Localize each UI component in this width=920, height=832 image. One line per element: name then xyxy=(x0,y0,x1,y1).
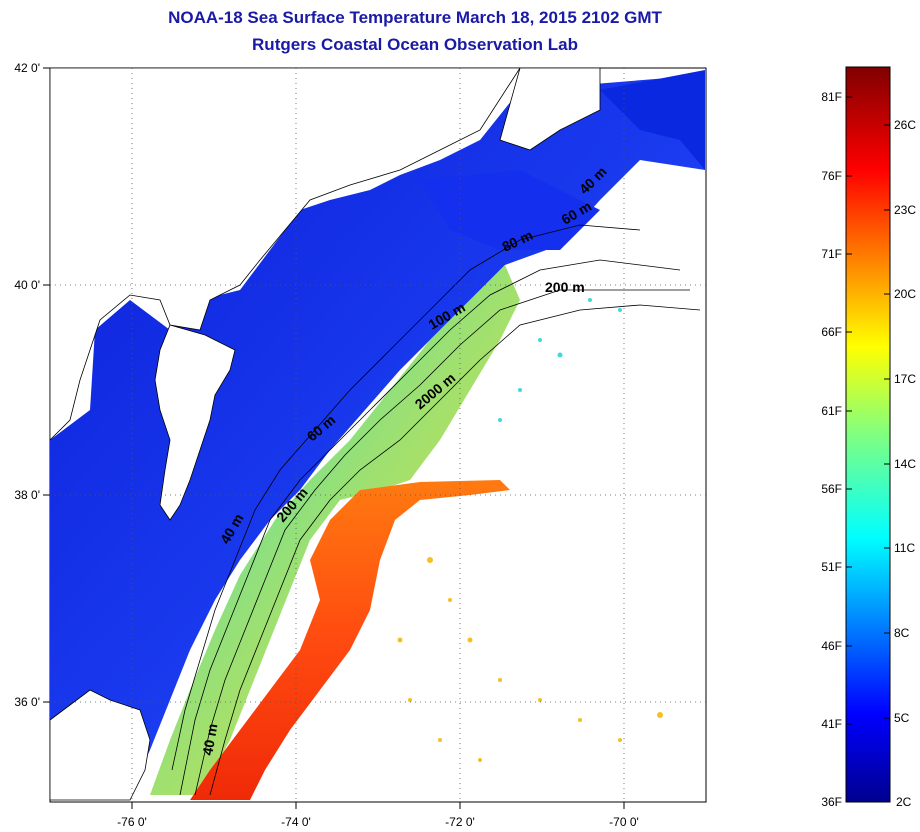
colorbar-c-label: 26C xyxy=(894,118,916,132)
lon-tick-label: -74 0' xyxy=(281,815,311,829)
colorbar-f-label: 46F xyxy=(821,639,842,653)
shelf-break-water xyxy=(150,265,520,795)
colorbar-f-label: 81F xyxy=(821,90,842,104)
contour-label: 40 m xyxy=(199,722,220,756)
land-south xyxy=(49,689,151,801)
colorbar-f-label: 66F xyxy=(821,325,842,339)
bathymetry-contours xyxy=(171,224,701,796)
colorbar-fahrenheit-labels: 81F 76F 71F 66F 61F 56F 51F 46F 41F 36F xyxy=(821,90,842,809)
lat-tick-label: 38 0' xyxy=(14,488,40,502)
colorbar xyxy=(845,66,891,803)
colorbar-c-label: 20C xyxy=(894,287,916,301)
colorbar-f-label: 41F xyxy=(821,717,842,731)
colorbar-c-label: 2C xyxy=(896,795,912,809)
lat-tick-labels: 42 0' 40 0' 38 0' 36 0' xyxy=(14,61,40,709)
colorbar-c-label: 5C xyxy=(894,711,910,725)
colorbar-c-label: 11C xyxy=(894,541,915,555)
north-shelf-patch xyxy=(420,170,600,250)
colorbar-c-label: 23C xyxy=(894,203,916,217)
land-mainland xyxy=(49,67,521,441)
contour-label: 200 m xyxy=(545,279,585,295)
colorbar-f-label: 76F xyxy=(821,169,842,183)
axis-ticks xyxy=(43,67,625,809)
lon-tick-label: -76 0' xyxy=(117,815,147,829)
lon-tick-label: -72 0' xyxy=(445,815,475,829)
gulf-stream-region xyxy=(190,480,510,800)
cape-cod-land xyxy=(499,67,601,151)
colorbar-ticks xyxy=(846,96,890,725)
scattered-warm-pixels xyxy=(397,557,663,762)
lon-tick-labels: -76 0' -74 0' -72 0' -70 0' xyxy=(117,815,639,829)
colorbar-f-label: 56F xyxy=(821,482,842,496)
colorbar-c-label: 14C xyxy=(894,457,916,471)
colorbar-f-label: 71F xyxy=(821,247,842,261)
map-subtitle: Rutgers Coastal Ocean Observation Lab xyxy=(252,35,578,54)
colorbar-f-label: 51F xyxy=(821,560,842,574)
lat-tick-label: 42 0' xyxy=(14,61,40,75)
colorbar-f-label: 36F xyxy=(821,795,842,809)
lat-tick-label: 40 0' xyxy=(14,278,40,292)
delmarva-peninsula xyxy=(154,324,236,521)
colorbar-c-label: 8C xyxy=(894,626,910,640)
colorbar-f-label: 61F xyxy=(821,404,842,418)
colorbar-c-label: 17C xyxy=(894,372,916,386)
lat-tick-label: 36 0' xyxy=(14,695,40,709)
lon-tick-label: -70 0' xyxy=(609,815,639,829)
scattered-cyan-pixels xyxy=(498,298,622,422)
gulf-of-maine-water xyxy=(600,70,705,170)
colorbar-celsius-labels: 26C 23C 20C 17C 14C 11C 8C 5C 2C xyxy=(894,118,916,809)
map-title: NOAA-18 Sea Surface Temperature March 18… xyxy=(168,8,662,27)
